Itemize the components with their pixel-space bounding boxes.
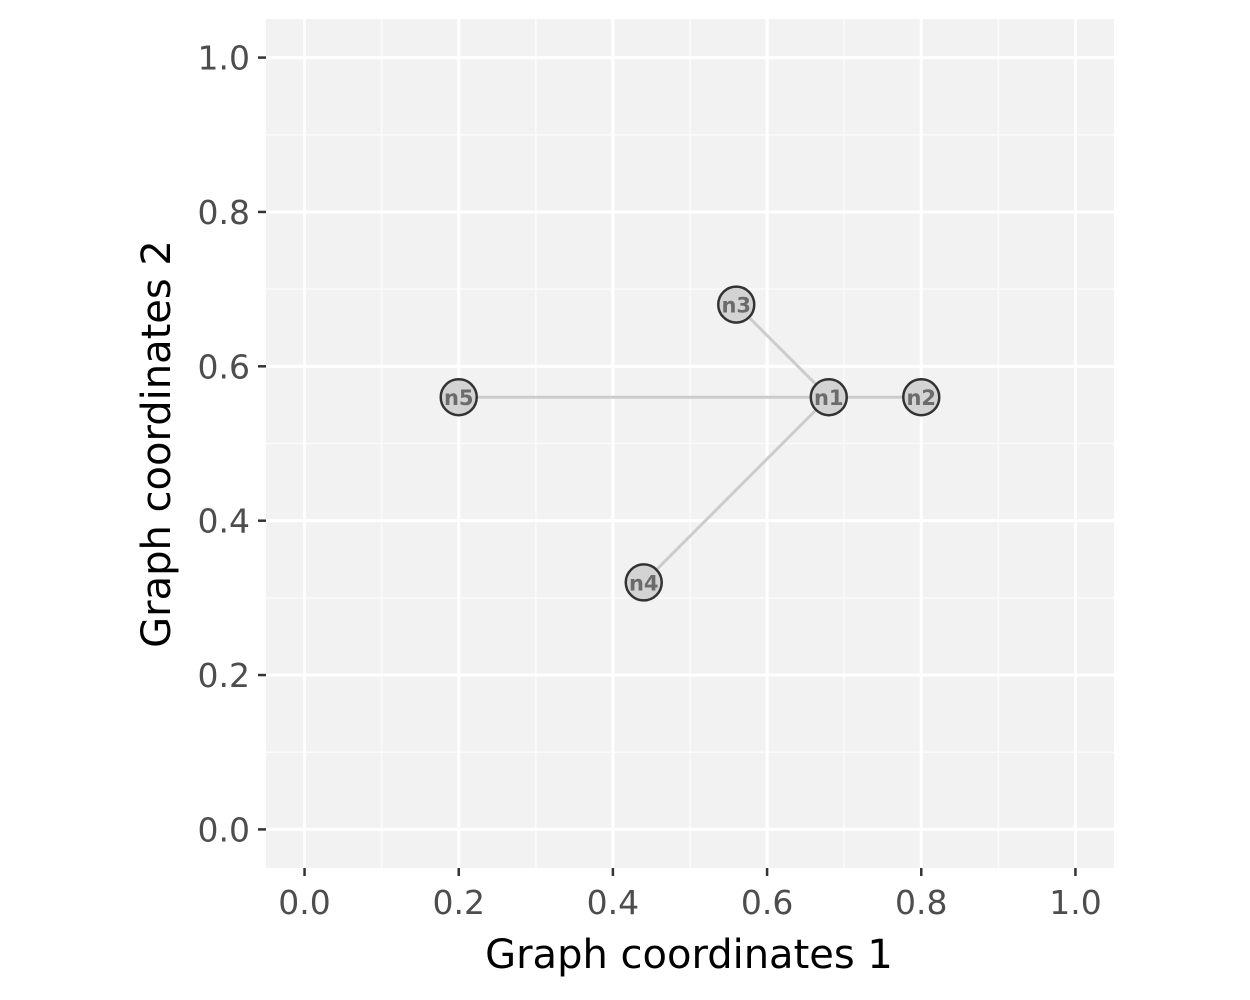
y-tick-label: 0.8: [198, 193, 250, 232]
x-tick-label: 0.0: [278, 883, 330, 922]
y-axis: 0.0 0.2 0.4 0.6 0.8 1.0: [198, 39, 266, 849]
x-tick-label: 0.4: [587, 883, 639, 922]
node-n3: [717, 285, 756, 324]
y-tick-label: 0.6: [198, 347, 250, 386]
x-tick-label: 0.2: [432, 883, 484, 922]
y-tick-label: 0.4: [198, 502, 250, 541]
y-tick-label: 0.0: [198, 810, 250, 849]
node-label-n3: n3: [721, 294, 751, 318]
node-n4: [624, 563, 663, 602]
y-tick-label: 0.2: [198, 656, 250, 695]
x-tick-label: 0.6: [741, 883, 793, 922]
node-n1: [809, 377, 849, 417]
node-label-n2: n2: [906, 386, 936, 410]
node-label-n1: n1: [814, 386, 844, 410]
nodes-layer: n1 n2 n3 n4 n5: [439, 285, 941, 602]
node-label-n5: n5: [444, 386, 474, 410]
node-n2: [902, 377, 941, 417]
x-axis: 0.0 0.2 0.4 0.6 0.8 1.0: [278, 868, 1102, 922]
x-tick-label: 1.0: [1049, 883, 1101, 922]
x-tick-label: 0.8: [895, 883, 947, 922]
grid-major-lines: [266, 19, 1114, 868]
edge-n1-n3: [735, 303, 830, 399]
y-axis-title: Graph coordinates 2: [134, 240, 180, 648]
x-axis-title: Graph coordinates 1: [485, 932, 893, 978]
edge-n1-n4: [642, 396, 830, 584]
grid-minor-lines: [266, 19, 1114, 868]
node-n5: [439, 377, 478, 417]
y-tick-label: 1.0: [198, 39, 250, 78]
node-label-n4: n4: [629, 571, 659, 595]
